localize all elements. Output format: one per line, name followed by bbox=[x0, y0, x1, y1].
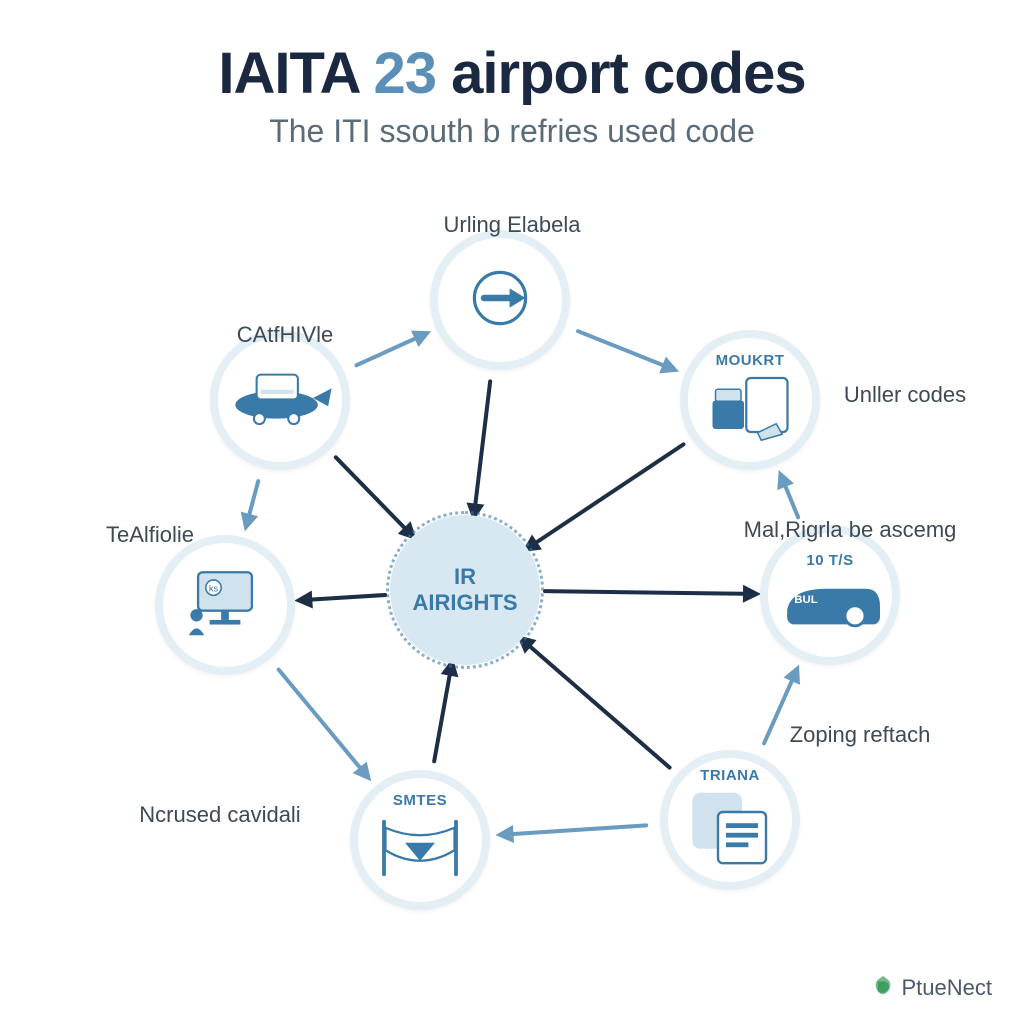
center-line-2: AIRIGHTS bbox=[412, 590, 517, 616]
node-triana: TRIANA bbox=[660, 750, 800, 890]
label-urling: Urling Elabela bbox=[444, 212, 581, 238]
svg-text:BUL: BUL bbox=[794, 594, 817, 606]
label-moukrt: Unller codes bbox=[844, 382, 966, 408]
label-tealf: TeAlfiolie bbox=[106, 522, 194, 548]
arrow-right-circle-icon bbox=[460, 258, 540, 343]
footer-brand: PtueNect bbox=[872, 974, 993, 1002]
node-title: 10 T/S bbox=[806, 552, 853, 569]
banner-icon bbox=[375, 813, 465, 888]
node-tealf: ks bbox=[155, 535, 295, 675]
center-line-1: IR bbox=[412, 564, 517, 590]
node-urling bbox=[430, 230, 570, 370]
footer-brand-text: PtueNect bbox=[902, 975, 993, 1001]
copier-icon bbox=[705, 373, 795, 448]
docs-icon bbox=[685, 788, 775, 873]
node-title: SMTES bbox=[393, 792, 447, 809]
svg-text:ks: ks bbox=[209, 583, 219, 593]
label-catf: CAtfHIVle bbox=[237, 322, 334, 348]
leaf-icon bbox=[872, 974, 894, 1002]
node-title: TRIANA bbox=[700, 767, 760, 784]
diagram-canvas: IR AIRIGHTS MOUKRT 10 T/S BUL TRIANA bbox=[0, 0, 1024, 1024]
desk-icon: ks bbox=[175, 563, 275, 648]
center-node: IR AIRIGHTS bbox=[390, 515, 540, 665]
car-icon: BUL bbox=[780, 573, 880, 638]
label-smtes: Ncrused cavidali bbox=[139, 802, 300, 828]
label-triana: Zoping reftach bbox=[790, 722, 931, 748]
node-catf bbox=[210, 330, 350, 470]
node-title: MOUKRT bbox=[716, 352, 785, 369]
node-smtes: SMTES bbox=[350, 770, 490, 910]
node-mal: 10 T/S BUL bbox=[760, 525, 900, 665]
node-moukrt: MOUKRT bbox=[680, 330, 820, 470]
plane-icon bbox=[225, 363, 335, 438]
label-mal: Mal,Rigrla be ascemg bbox=[744, 517, 957, 543]
